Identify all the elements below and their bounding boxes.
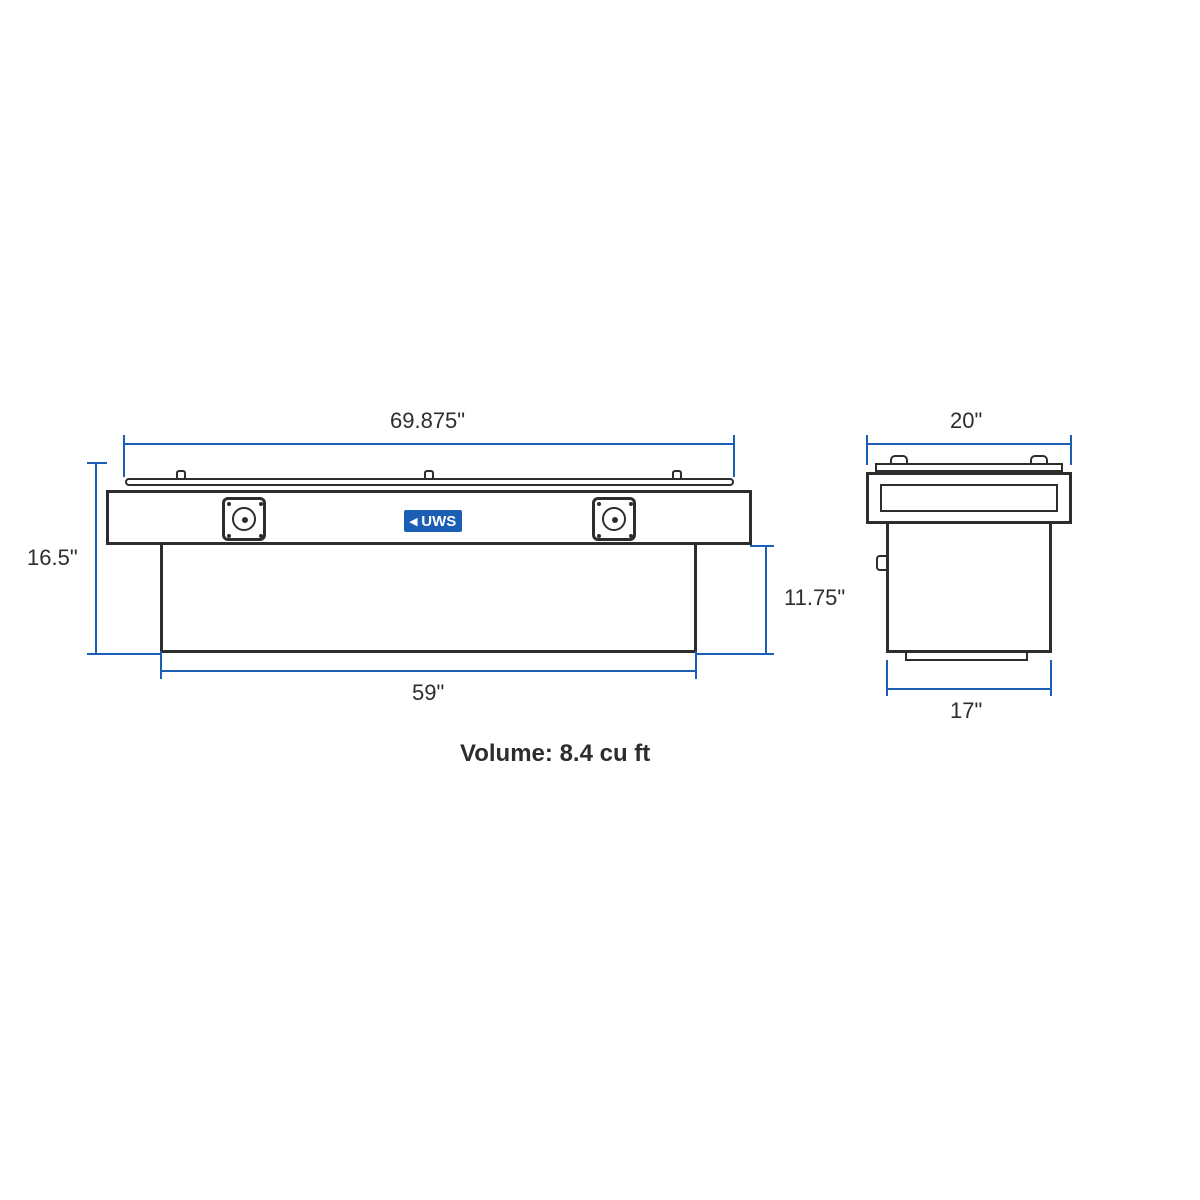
dim-side-lid-width-line — [866, 443, 1072, 445]
dim-tick — [695, 651, 697, 679]
front-rail-clip — [424, 470, 434, 480]
fish-icon: ◂ — [410, 512, 418, 530]
dim-tick — [750, 545, 774, 547]
dim-tick — [1070, 435, 1072, 465]
dim-tick — [87, 462, 107, 464]
dim-side-body-width-line — [886, 688, 1052, 690]
dim-body-width-line — [160, 670, 697, 672]
diagram-stage: ◂ UWS 69.875" 16.5" 11.75" 59" 20" 17" — [0, 0, 1200, 1200]
dim-tick — [866, 435, 868, 465]
dim-tick — [733, 435, 735, 477]
dim-tick — [160, 651, 162, 679]
side-body — [886, 524, 1052, 653]
dim-overall-height-line — [95, 462, 97, 653]
dim-tick — [87, 653, 162, 655]
side-handle-nub — [876, 555, 886, 571]
dim-overall-width-line — [123, 443, 735, 445]
side-foot — [905, 653, 1028, 661]
dim-tick — [886, 660, 888, 696]
front-body — [160, 545, 697, 653]
side-lid-inner — [880, 484, 1058, 512]
dim-side-body-width-label: 17" — [950, 698, 982, 724]
dim-overall-width-label: 69.875" — [390, 408, 465, 434]
brand-badge-text: UWS — [421, 513, 456, 530]
dim-body-height-line — [765, 545, 767, 653]
front-latch-left — [222, 497, 266, 541]
brand-badge: ◂ UWS — [404, 510, 462, 532]
front-rail-clip — [176, 470, 186, 480]
front-rail-clip — [672, 470, 682, 480]
front-latch-right — [592, 497, 636, 541]
volume-label: Volume: 8.4 cu ft — [460, 740, 650, 768]
dim-body-width-label: 59" — [412, 680, 444, 706]
dim-tick — [695, 653, 774, 655]
dim-overall-height-label: 16.5" — [27, 545, 78, 571]
dim-tick — [123, 435, 125, 477]
dim-body-height-label: 11.75" — [784, 585, 845, 611]
side-cap — [875, 463, 1063, 472]
dim-tick — [1050, 660, 1052, 696]
dim-side-lid-width-label: 20" — [950, 408, 982, 434]
